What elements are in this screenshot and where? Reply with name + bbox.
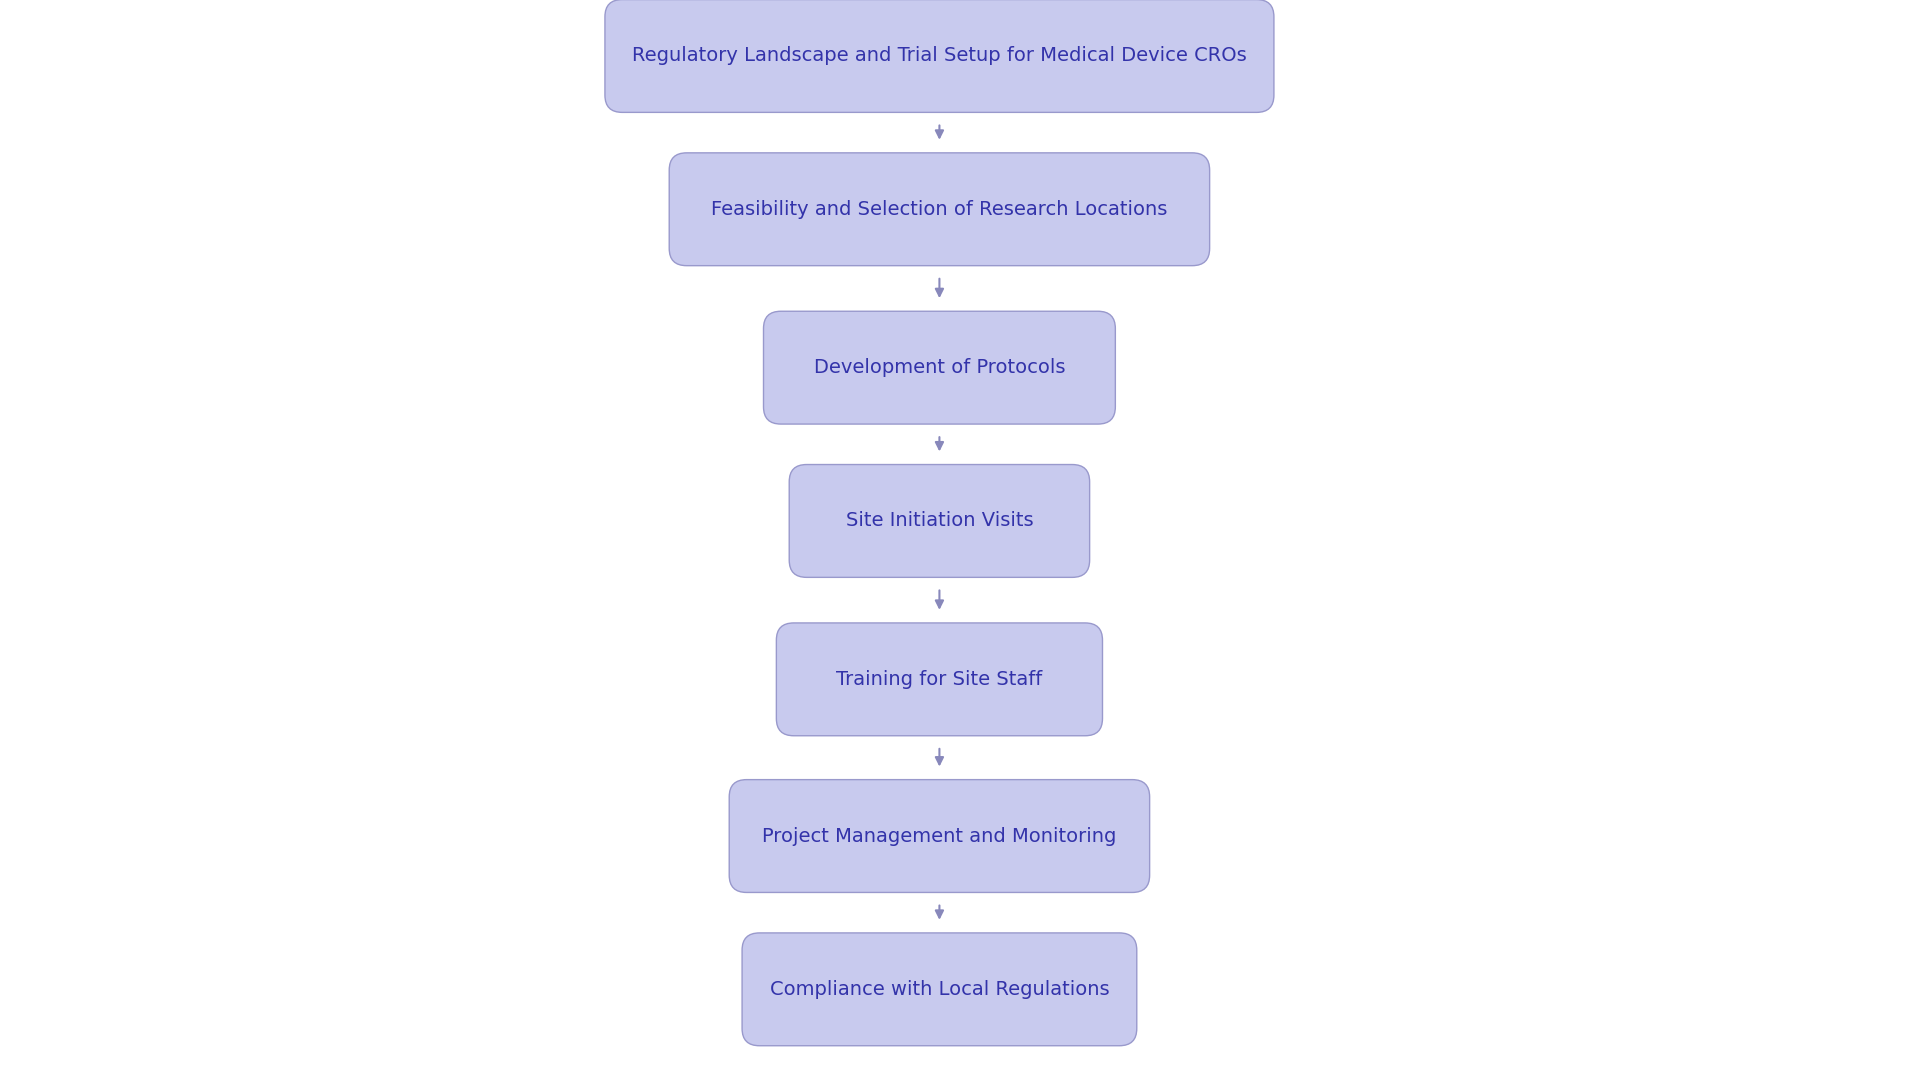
FancyBboxPatch shape (789, 465, 1091, 577)
Text: Feasibility and Selection of Research Locations: Feasibility and Selection of Research Lo… (710, 199, 1167, 219)
Text: Site Initiation Visits: Site Initiation Visits (845, 511, 1033, 531)
FancyBboxPatch shape (764, 311, 1116, 425)
FancyBboxPatch shape (776, 623, 1102, 735)
Text: Training for Site Staff: Training for Site Staff (837, 670, 1043, 689)
FancyBboxPatch shape (670, 153, 1210, 265)
Text: Compliance with Local Regulations: Compliance with Local Regulations (770, 980, 1110, 999)
Text: Project Management and Monitoring: Project Management and Monitoring (762, 826, 1117, 846)
FancyBboxPatch shape (730, 780, 1150, 892)
FancyBboxPatch shape (605, 0, 1273, 113)
Text: Development of Protocols: Development of Protocols (814, 358, 1066, 377)
Text: Regulatory Landscape and Trial Setup for Medical Device CROs: Regulatory Landscape and Trial Setup for… (632, 47, 1246, 65)
FancyBboxPatch shape (741, 932, 1137, 1046)
